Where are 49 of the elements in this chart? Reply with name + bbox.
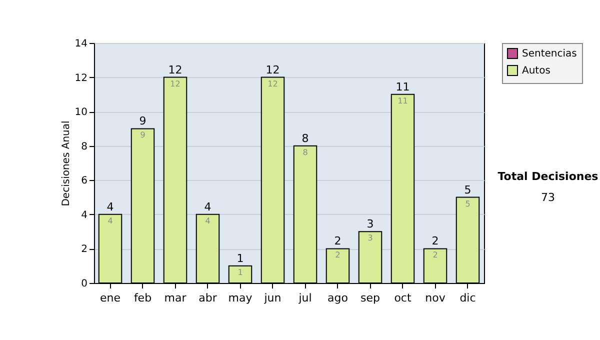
data-label: 2 (432, 250, 438, 260)
y-tick-label: 10 (74, 107, 88, 118)
total-label: 5 (464, 183, 472, 196)
y-tick-label: 0 (81, 278, 88, 290)
x-tick-label: nov (425, 292, 446, 304)
y-tick-label: 2 (81, 244, 88, 256)
data-label: 8 (302, 148, 308, 157)
x-tick-label: sep (360, 292, 380, 304)
y-tick-label: 6 (81, 176, 88, 187)
y-tick-label: 14 (74, 38, 88, 50)
total-label: 11 (396, 80, 410, 94)
total-label: 9 (139, 114, 146, 128)
text: Total Decisiones (496, 170, 600, 183)
data-label: 12 (170, 79, 180, 88)
total-label: 2 (432, 234, 439, 248)
total-label: 12 (266, 63, 280, 76)
x-tick-label: mar (164, 292, 187, 304)
y-tick-label: 12 (74, 72, 88, 84)
data-label: 5 (465, 199, 470, 208)
x-tick-label: ene (100, 292, 121, 304)
data-label: 3 (368, 234, 373, 243)
total-label: 8 (302, 132, 309, 145)
total-label: 3 (366, 218, 374, 231)
x-tick-label: feb (134, 292, 152, 304)
y-tick-label: 4 (81, 210, 88, 221)
total-label: 4 (106, 200, 114, 214)
x-tick-label: dic (460, 292, 476, 304)
x-tick-label: oct (394, 292, 412, 304)
total-label: 1 (236, 252, 244, 265)
x-tick-label: jul (298, 292, 312, 304)
data-label: 4 (108, 216, 113, 226)
data-label: 9 (140, 130, 146, 140)
y-axis-title: Decisiones Anual (60, 120, 72, 206)
y-tick-label: 8 (81, 141, 88, 152)
text: 73 (540, 191, 556, 204)
total-label: 2 (334, 234, 342, 248)
x-tick-label: may (228, 292, 253, 304)
data-label: 2 (335, 250, 340, 260)
data-label: 12 (268, 79, 278, 88)
data-label: 11 (398, 96, 408, 106)
data-label: 4 (205, 216, 210, 226)
legend-label: Sentencias (522, 48, 577, 60)
x-tick-label: ago (328, 292, 348, 304)
total-label: 4 (204, 200, 212, 214)
total-label: 12 (168, 63, 182, 76)
legend-label: Autos (522, 66, 550, 76)
x-tick-label: abr (198, 292, 218, 304)
x-tick-label: jun (263, 292, 282, 304)
data-label: 1 (238, 268, 243, 277)
